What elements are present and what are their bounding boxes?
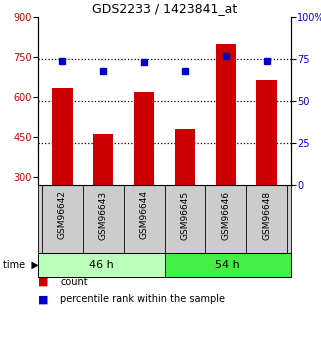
- Bar: [164, 253, 291, 277]
- Text: 46 h: 46 h: [89, 260, 114, 270]
- Text: ■: ■: [38, 294, 48, 304]
- Text: count: count: [60, 277, 88, 287]
- Text: GSM96643: GSM96643: [99, 190, 108, 239]
- Bar: [215, 44, 236, 185]
- Text: GDS2233 / 1423841_at: GDS2233 / 1423841_at: [92, 2, 237, 15]
- Text: ■: ■: [38, 277, 48, 287]
- Text: GSM96648: GSM96648: [262, 190, 271, 239]
- Text: GSM96645: GSM96645: [180, 190, 189, 239]
- Bar: [175, 129, 195, 185]
- Text: GSM96646: GSM96646: [221, 190, 230, 239]
- Bar: [134, 92, 154, 185]
- Bar: [93, 134, 114, 185]
- Bar: [52, 88, 73, 185]
- Text: 54 h: 54 h: [215, 260, 240, 270]
- Text: time  ▶: time ▶: [3, 260, 39, 270]
- Text: GSM96642: GSM96642: [58, 190, 67, 239]
- Text: percentile rank within the sample: percentile rank within the sample: [60, 294, 225, 304]
- Bar: [256, 80, 277, 185]
- Bar: [38, 253, 164, 277]
- Text: GSM96644: GSM96644: [140, 190, 149, 239]
